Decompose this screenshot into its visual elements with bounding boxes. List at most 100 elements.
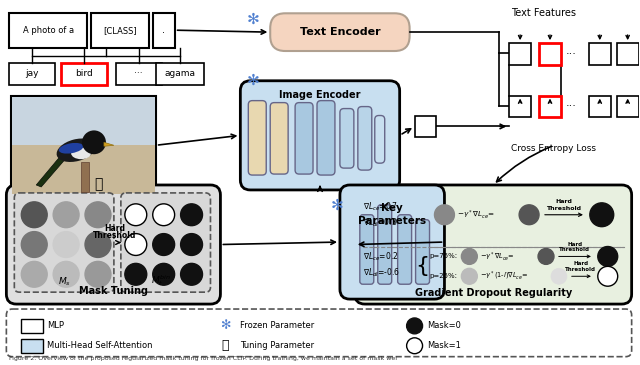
Text: p=25%:: p=25%: xyxy=(429,273,458,279)
FancyBboxPatch shape xyxy=(317,101,335,175)
Text: Hard: Hard xyxy=(104,224,125,233)
Text: Mask=0: Mask=0 xyxy=(428,322,461,330)
FancyBboxPatch shape xyxy=(14,193,114,292)
FancyBboxPatch shape xyxy=(378,205,392,284)
Circle shape xyxy=(598,266,618,286)
Text: Image Encoder: Image Encoder xyxy=(279,90,361,100)
Bar xyxy=(509,96,531,118)
FancyBboxPatch shape xyxy=(397,215,412,284)
Text: Key
Parameters: Key Parameters xyxy=(358,203,426,226)
Text: .: . xyxy=(162,25,165,35)
Text: ···: ··· xyxy=(566,101,577,112)
Text: $M_t^{bin}$: $M_t^{bin}$ xyxy=(151,273,171,288)
Text: Tuning Parameter: Tuning Parameter xyxy=(241,341,314,350)
Text: ✻: ✻ xyxy=(247,73,260,88)
Text: Text Encoder: Text Encoder xyxy=(300,27,380,37)
Circle shape xyxy=(551,268,567,284)
Bar xyxy=(156,63,204,85)
Bar xyxy=(91,13,148,48)
Text: Figure 2. Overview of the proposed regularized mask tuning for frozen CLIP. Duri: Figure 2. Overview of the proposed regul… xyxy=(10,356,397,361)
Polygon shape xyxy=(36,155,66,187)
Ellipse shape xyxy=(56,139,95,162)
Text: Multi-Head Self-Attention: Multi-Head Self-Attention xyxy=(47,341,153,350)
FancyBboxPatch shape xyxy=(270,103,288,174)
Circle shape xyxy=(153,234,175,255)
Text: $\nabla L_{ce}$=0.7: $\nabla L_{ce}$=0.7 xyxy=(363,200,398,213)
FancyBboxPatch shape xyxy=(6,185,220,304)
Circle shape xyxy=(406,338,422,354)
Text: ✻: ✻ xyxy=(330,198,343,213)
Bar xyxy=(617,43,639,65)
Text: Mask=1: Mask=1 xyxy=(428,341,461,350)
FancyBboxPatch shape xyxy=(355,185,632,304)
Text: Text Features: Text Features xyxy=(511,8,577,18)
Circle shape xyxy=(406,318,422,334)
Circle shape xyxy=(538,249,554,264)
Circle shape xyxy=(85,232,111,257)
Text: Hard: Hard xyxy=(556,199,572,204)
Text: Frozen Parameter: Frozen Parameter xyxy=(241,322,315,330)
Circle shape xyxy=(435,205,454,225)
Circle shape xyxy=(180,234,202,255)
Circle shape xyxy=(461,249,477,264)
Circle shape xyxy=(85,202,111,228)
Text: p=75%:: p=75%: xyxy=(429,253,458,260)
FancyBboxPatch shape xyxy=(358,107,372,170)
Text: Threshold: Threshold xyxy=(547,206,581,211)
Bar xyxy=(21,339,44,353)
Polygon shape xyxy=(104,142,114,146)
Text: ···: ··· xyxy=(566,49,577,59)
Circle shape xyxy=(125,234,147,255)
Text: ✻: ✻ xyxy=(220,319,230,333)
FancyBboxPatch shape xyxy=(241,81,399,190)
Text: Threshold: Threshold xyxy=(93,231,136,239)
FancyBboxPatch shape xyxy=(340,185,444,299)
FancyBboxPatch shape xyxy=(270,13,410,51)
Circle shape xyxy=(53,202,79,228)
Circle shape xyxy=(53,261,79,287)
Bar xyxy=(415,115,436,137)
Text: $\nabla L_{ce}$=0.2: $\nabla L_{ce}$=0.2 xyxy=(363,250,398,263)
Text: [CLASS]: [CLASS] xyxy=(103,26,137,35)
Ellipse shape xyxy=(59,143,83,154)
FancyBboxPatch shape xyxy=(121,193,211,292)
Text: $-\gamma^*(1$-$l)\nabla L_{ce}$=: $-\gamma^*(1$-$l)\nabla L_{ce}$= xyxy=(480,270,529,283)
FancyBboxPatch shape xyxy=(340,108,354,168)
Text: bird: bird xyxy=(75,69,93,78)
Text: Threshold: Threshold xyxy=(559,247,590,253)
Text: Gradient Dropout Regularity: Gradient Dropout Regularity xyxy=(415,288,572,298)
Bar xyxy=(509,43,531,65)
Circle shape xyxy=(519,205,539,225)
Bar xyxy=(153,13,175,48)
Text: Mask Tuning: Mask Tuning xyxy=(79,286,148,296)
Text: $M_s$: $M_s$ xyxy=(58,276,70,288)
Bar xyxy=(12,97,155,146)
Circle shape xyxy=(21,202,47,228)
Circle shape xyxy=(598,246,618,266)
Text: 🔥: 🔥 xyxy=(94,177,102,191)
Text: Hard: Hard xyxy=(573,261,588,266)
Bar xyxy=(116,63,162,85)
Circle shape xyxy=(53,232,79,257)
Text: MLP: MLP xyxy=(47,322,64,330)
FancyBboxPatch shape xyxy=(360,215,374,284)
Text: A photo of a: A photo of a xyxy=(22,26,74,35)
Text: Cross Entropy Loss: Cross Entropy Loss xyxy=(511,144,596,153)
Text: ✻: ✻ xyxy=(247,11,260,26)
Text: Threshold: Threshold xyxy=(565,267,596,272)
Circle shape xyxy=(85,261,111,287)
Text: jay: jay xyxy=(26,69,39,78)
Ellipse shape xyxy=(71,147,91,159)
Bar xyxy=(589,96,611,118)
Bar xyxy=(61,63,107,85)
Circle shape xyxy=(153,264,175,285)
Circle shape xyxy=(21,232,47,257)
Circle shape xyxy=(590,203,614,227)
FancyBboxPatch shape xyxy=(295,103,313,174)
Text: $-\gamma^*\nabla L_{ce}$=: $-\gamma^*\nabla L_{ce}$= xyxy=(480,250,515,263)
FancyBboxPatch shape xyxy=(6,309,632,357)
Bar xyxy=(10,63,55,85)
Bar xyxy=(81,162,89,192)
Bar xyxy=(21,319,44,333)
Text: Hard: Hard xyxy=(567,242,582,246)
